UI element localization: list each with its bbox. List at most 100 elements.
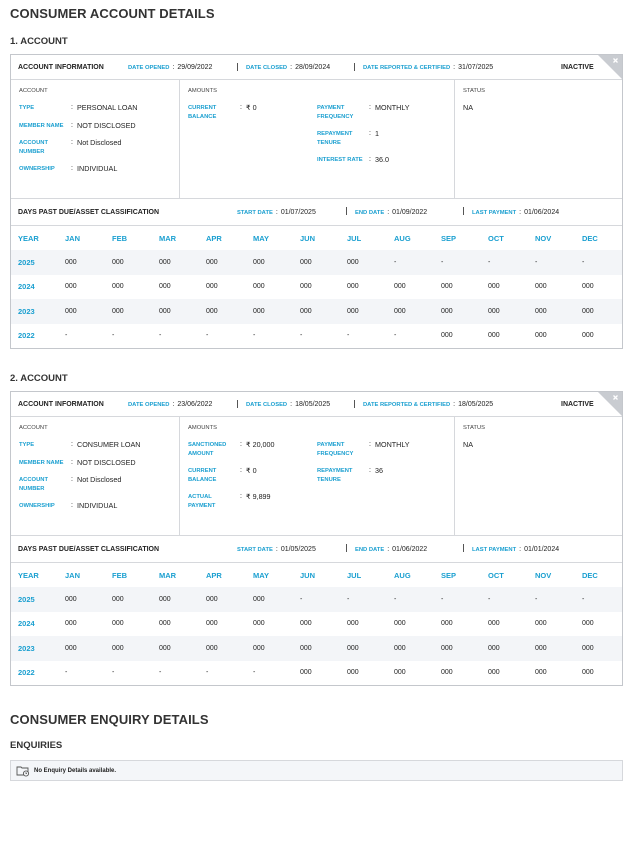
dpd-table-row: 2022 - - - - - - - - 000 000 000 000 <box>11 324 622 349</box>
field: REPAYMENT TENURE 36 <box>317 466 446 484</box>
dpd-cell: 000 <box>65 620 77 628</box>
field-value: 1 <box>375 129 379 138</box>
dpd-table-header: YEAR JAN FEB MAR APR MAY JUN JUL AUG SEP OCT NOV DEC <box>11 226 622 250</box>
field: CURRENT BALANCE ₹ 0 <box>188 103 317 121</box>
dpd-cell: 000 <box>253 620 265 628</box>
field-value: ₹ 0 <box>246 466 257 475</box>
dpd-cell: 000 <box>206 644 218 652</box>
field-label-wrap: ACCOUNT NUMBER <box>19 139 77 156</box>
date-label: START DATE <box>237 546 281 553</box>
dpd-cell: 000 <box>112 644 124 652</box>
account-info-row: ACCOUNT INFORMATION DATE OPENED23/06/2022… <box>11 392 622 417</box>
dpd-cell: 000 <box>394 620 406 628</box>
dpd-cell: 000 <box>300 620 312 628</box>
date-value: 18/05/2025 <box>458 400 494 408</box>
dpd-cell: 000 <box>535 283 547 291</box>
dpd-cell: 000 <box>112 595 124 603</box>
year-cell: 2024 <box>18 619 35 629</box>
account-heading: 2. ACCOUNT <box>10 373 68 384</box>
dpd-cell: 000 <box>206 307 218 315</box>
column-header: DEC <box>582 233 598 243</box>
field-label-wrap: INTEREST RATE <box>317 156 375 165</box>
date-value: 01/07/2025 <box>280 208 316 216</box>
dpd-cell: - <box>159 332 162 340</box>
year-cell: 2023 <box>18 643 35 653</box>
year-cell: 2024 <box>18 282 35 292</box>
field-label: REPAYMENT TENURE <box>317 468 353 483</box>
field-value: Not Disclosed <box>77 138 122 147</box>
dpd-cell: - <box>582 595 585 603</box>
date-label: LAST PAYMENT <box>472 209 524 216</box>
column-header: SEP <box>441 233 457 243</box>
dpd-cell: - <box>394 258 397 266</box>
dpd-cell: 000 <box>112 283 124 291</box>
dpd-cell: - <box>253 669 256 677</box>
dpd-cell: 000 <box>300 669 312 677</box>
account-details: ACCOUNT TYPE PERSONAL LOAN MEMBER NAME NOT D… <box>11 80 622 199</box>
date-label: DATE REPORTED & CERTIFIED <box>363 64 458 71</box>
dpd-cell: 000 <box>582 332 594 340</box>
separator <box>463 207 464 215</box>
dpd-cell: 000 <box>582 669 594 677</box>
dpd-cell: 000 <box>347 307 359 315</box>
date-group: DATE OPENED29/09/2022 <box>128 55 212 79</box>
dpd-cell: - <box>347 595 350 603</box>
date-label: END DATE <box>355 209 392 216</box>
dpd-cell: 000 <box>347 644 359 652</box>
dpd-cell: 000 <box>206 595 218 603</box>
dpd-cell: 000 <box>488 283 500 291</box>
dpd-cell: 000 <box>300 307 312 315</box>
column-header: OCT <box>488 570 504 580</box>
field-label-wrap: CURRENT BALANCE <box>188 467 246 484</box>
dpd-cell: - <box>206 669 209 677</box>
year-cell: 2023 <box>18 306 35 316</box>
field-value: INDIVIDUAL <box>77 501 118 510</box>
date-value: 01/06/2024 <box>524 208 560 216</box>
field-value: NOT DISCLOSED <box>77 457 136 467</box>
field: MEMBER NAME NOT DISCLOSED <box>19 121 171 131</box>
amounts-column: AMOUNTS SANCTIONED AMOUNT ₹ 20,000 CURRENT … <box>179 417 454 535</box>
corner-close <box>598 55 622 79</box>
column-header: MAR <box>159 233 177 243</box>
dpd-cell: 000 <box>112 258 124 266</box>
column-header: JUN <box>300 233 316 243</box>
dpd-cell: - <box>488 595 491 603</box>
dpd-cell: 000 <box>535 669 547 677</box>
dpd-cell: 000 <box>535 332 547 340</box>
dpd-cell: 000 <box>253 283 265 291</box>
dpd-cell: - <box>535 595 538 603</box>
column-header: JUL <box>347 233 362 243</box>
dpd-cell: 000 <box>441 669 453 677</box>
field-label: TYPE <box>19 105 35 111</box>
field-label-wrap: PAYMENT FREQUENCY <box>317 104 375 121</box>
dpd-cell: - <box>300 595 303 603</box>
date-value: 01/06/2022 <box>392 545 428 553</box>
dpd-cell: 000 <box>582 307 594 315</box>
section-label: STATUS <box>463 425 486 431</box>
dpd-label-wrap: DAYS PAST DUE/ASSET CLASSIFICATION <box>18 536 159 562</box>
dpd-cell: 000 <box>441 283 453 291</box>
date-label: DATE OPENED <box>128 401 177 408</box>
dpd-cell: 000 <box>488 644 500 652</box>
section-label: STATUS <box>463 88 486 94</box>
dpd-cell: 000 <box>159 644 171 652</box>
separator <box>237 63 238 71</box>
dpd-table-row: 2024 000 000 000 000 000 000 000 000 000 000 000 000 <box>11 275 622 300</box>
field-label-wrap: CURRENT BALANCE <box>188 104 246 121</box>
dpd-label: DAYS PAST DUE/ASSET CLASSIFICATION <box>18 208 160 216</box>
amounts-right: PAYMENT FREQUENCY MONTHLY REPAYMENT TENURE… <box>317 103 446 174</box>
column-header: APR <box>206 233 222 243</box>
dpd-cell: 000 <box>253 644 265 652</box>
dpd-cell: 000 <box>65 307 77 315</box>
status-column: STATUS NA <box>454 80 622 198</box>
field-label: ACCOUNT NUMBER <box>19 477 48 492</box>
field-label: MEMBER NAME <box>19 459 64 466</box>
dpd-cell: 000 <box>159 620 171 628</box>
field-label-wrap: MEMBER NAME <box>19 122 77 131</box>
date-label: LAST PAYMENT <box>472 546 524 553</box>
dpd-cell: 000 <box>206 283 218 291</box>
date-group: END DATE01/06/2022 <box>355 536 427 562</box>
field-label-wrap: PAYMENT FREQUENCY <box>317 441 375 458</box>
field: TYPE CONSUMER LOAN <box>19 440 171 450</box>
field: REPAYMENT TENURE 1 <box>317 129 446 147</box>
